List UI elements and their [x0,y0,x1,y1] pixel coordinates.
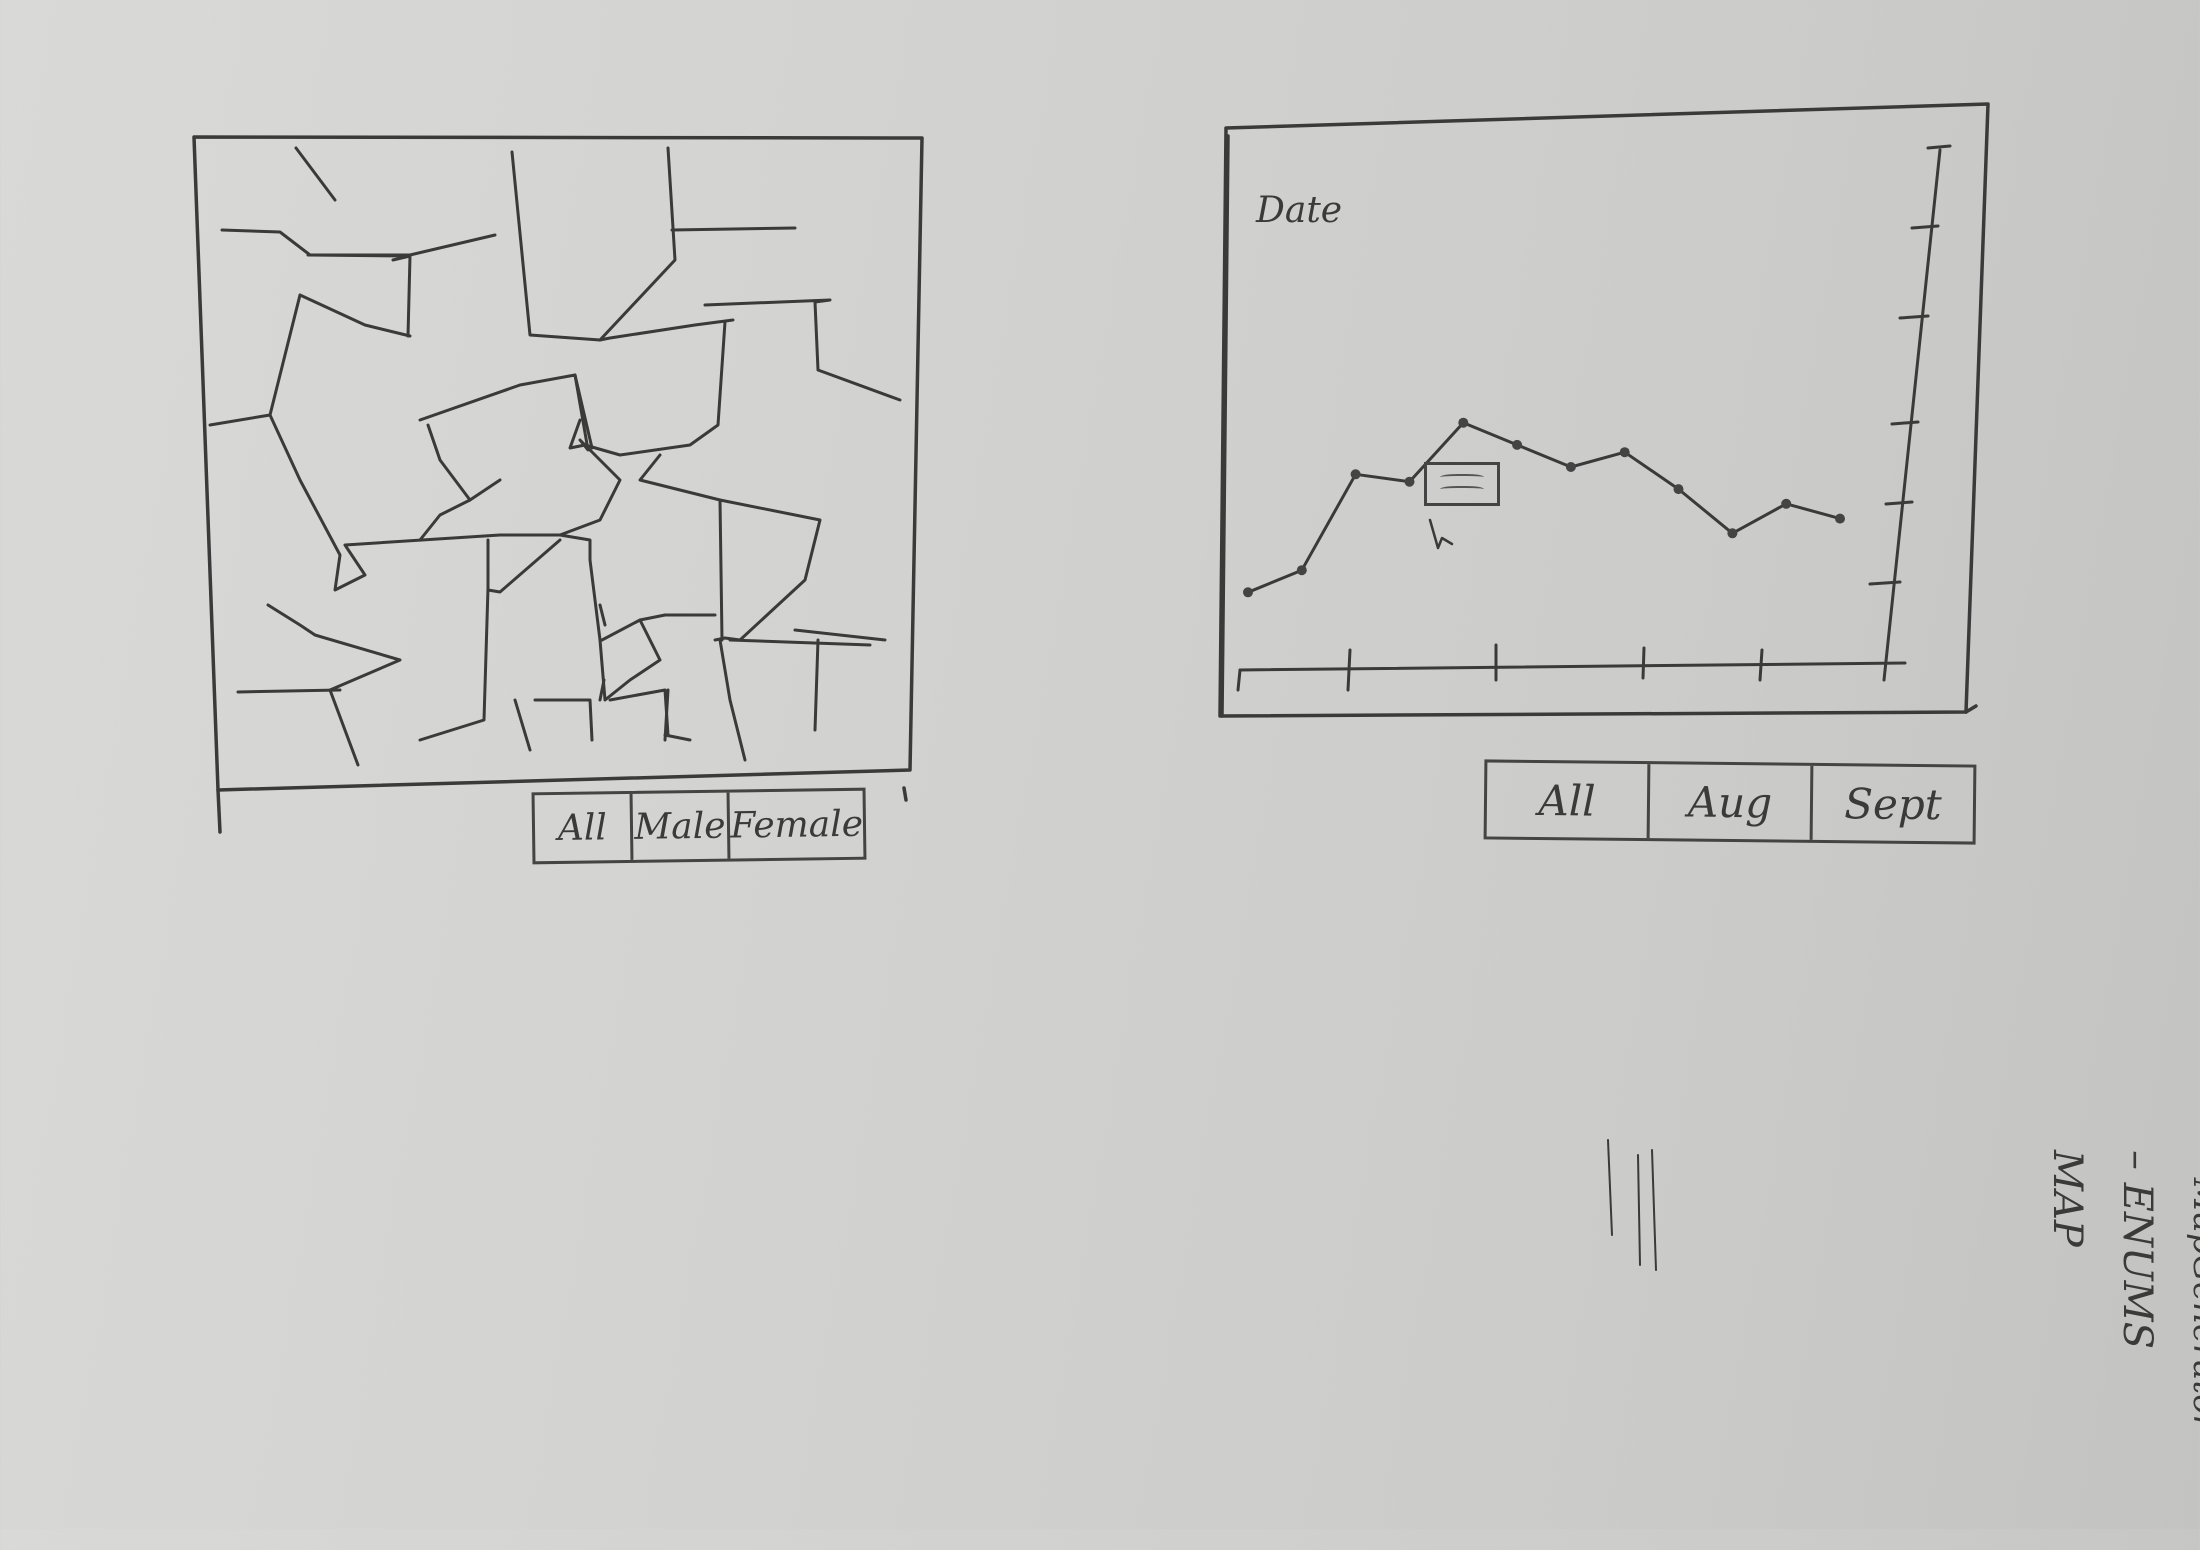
data-point[interactable] [1404,476,1415,487]
x-tick [1758,648,1764,682]
data-point[interactable] [1512,439,1523,450]
filter-all-button[interactable]: All [534,793,634,862]
map-frame [192,135,924,834]
tooltip-line [1440,474,1484,482]
data-point[interactable] [1835,513,1845,524]
filter-female-button[interactable]: Female [729,803,864,847]
y-tick [1926,144,1952,150]
data-point[interactable] [1673,484,1684,495]
chart-series[interactable] [1243,417,1845,598]
map-regions[interactable] [208,146,902,767]
date-filter[interactable]: All Aug Sept [1483,759,1977,845]
data-point[interactable] [1565,462,1576,472]
data-point[interactable] [1243,587,1253,598]
chart-axes [1236,148,1942,692]
data-point[interactable] [1619,447,1630,458]
filter-male-button[interactable]: Male [632,792,731,860]
data-point[interactable] [1350,469,1361,480]
y-tick [1884,500,1914,506]
y-tick [1898,314,1930,320]
note-map: MAP [2044,1150,2090,1247]
note-marks [1607,1139,1657,1271]
side-notes: MAP – ENUMS – MapGenerator – [1970,1150,2200,1550]
cursor-icon [1428,518,1454,550]
x-tick [1346,648,1352,692]
y-axis-ticks [1868,144,1952,586]
date-sept-button[interactable]: Sept [1844,778,1942,829]
data-point[interactable] [1296,565,1307,576]
date-all-button[interactable]: All [1486,762,1651,839]
tooltip-line [1440,486,1484,494]
series-line [1246,421,1842,594]
data-point[interactable] [1727,528,1738,539]
data-point[interactable] [1781,498,1792,509]
y-tick [1868,580,1902,586]
data-point[interactable] [1458,417,1469,428]
y-tick [1910,224,1940,230]
date-aug-button[interactable]: Aug [1649,764,1814,840]
y-axis [1882,148,1942,682]
note-enums: – ENUMS [2114,1150,2160,1349]
x-axis [1238,661,1907,672]
note-mapgenerator: – MapGenerator [2185,1150,2200,1431]
gender-filter[interactable]: All Male Female [531,787,867,865]
x-axis-ticks [1346,643,1764,692]
x-tick [1641,646,1646,680]
chart-tooltip [1424,462,1500,506]
chart-frame [1218,102,1990,718]
chart-title: Date [1256,190,1343,231]
y-tick [1890,420,1920,426]
